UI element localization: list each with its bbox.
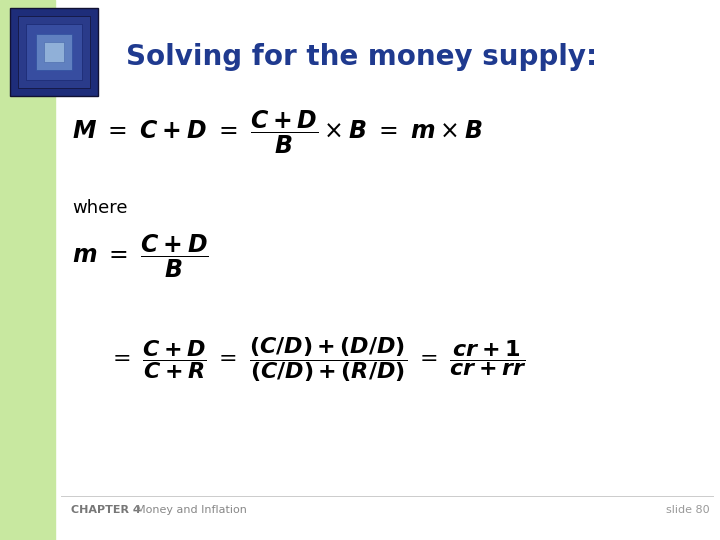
Bar [0, 0, 55, 540]
Text: $=\ \dfrac{\boldsymbol{C+D}}{\boldsymbol{C+R}}\ =\ \dfrac{\boldsymbol{(C/D)+(D/D: $=\ \dfrac{\boldsymbol{C+D}}{\boldsymbol… [108, 335, 526, 383]
Text: $\boldsymbol{M}\ =\ \boldsymbol{C+D}\ =\ \dfrac{\boldsymbol{C+D}}{\boldsymbol{B}: $\boldsymbol{M}\ =\ \boldsymbol{C+D}\ =\… [72, 109, 482, 156]
Text: where: where [72, 199, 127, 217]
Bar [26, 24, 82, 80]
Bar [36, 34, 72, 70]
Text: Money and Inflation: Money and Inflation [129, 505, 246, 515]
Bar [18, 16, 90, 88]
Bar [10, 8, 98, 96]
Bar [44, 42, 64, 62]
Text: Solving for the money supply:: Solving for the money supply: [126, 43, 597, 71]
Text: $\boldsymbol{m}\ =\ \dfrac{\boldsymbol{C+D}}{\boldsymbol{B}}$: $\boldsymbol{m}\ =\ \dfrac{\boldsymbol{C… [72, 233, 209, 280]
Text: slide 80: slide 80 [665, 505, 709, 515]
Text: CHAPTER 4: CHAPTER 4 [71, 505, 140, 515]
